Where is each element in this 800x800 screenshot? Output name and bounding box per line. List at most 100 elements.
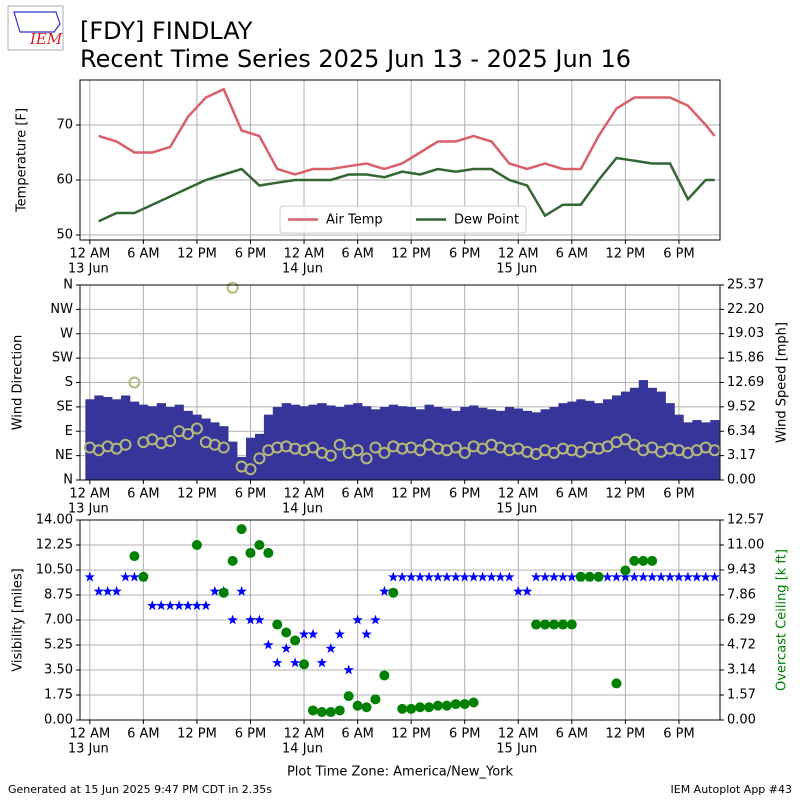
x-date-label: 13 Jun (68, 502, 109, 517)
y2-tick-label: 6.34 (727, 424, 756, 439)
bar (147, 406, 158, 480)
bar (129, 401, 140, 480)
point (209, 585, 220, 596)
point (361, 628, 372, 639)
y-tick-label: W (60, 326, 73, 341)
bar (290, 404, 300, 480)
y2-axis-label: Overcast Ceiling [k ft] (775, 549, 790, 691)
point (147, 600, 158, 611)
point (700, 571, 711, 582)
x-tick-label: 12 PM (177, 247, 217, 262)
point (638, 555, 649, 566)
panel: 12 AM 6 AM 12 PM 6 PM 12 AM 6 AM 12 PM 6 PM 12 A… (11, 278, 790, 517)
point (164, 435, 177, 447)
point (182, 600, 194, 611)
y-tick-label: 8.75 (44, 588, 73, 603)
point (306, 441, 319, 454)
bar (656, 391, 666, 480)
point (164, 600, 176, 611)
point (316, 657, 328, 668)
point (557, 571, 569, 582)
point (191, 539, 202, 550)
bar (335, 406, 345, 480)
bar (522, 410, 532, 480)
bar (692, 420, 702, 480)
x-tick-label: 12 AM (69, 487, 110, 502)
point (352, 614, 363, 625)
legend-box (279, 205, 527, 234)
point (441, 571, 453, 582)
point (414, 444, 427, 457)
point (593, 571, 604, 582)
marks (98, 87, 716, 223)
plot-frame (79, 519, 721, 721)
bar (594, 403, 604, 480)
bar (487, 409, 497, 480)
point (289, 657, 301, 668)
bar (576, 399, 586, 480)
y-tick-label: S (65, 375, 73, 390)
x-tick-label: 12 PM (177, 727, 217, 742)
panel: 12 AM 6 AM 12 PM 6 PM 12 AM 6 AM 12 PM 6 PM 12 A… (11, 513, 790, 780)
x-tick-label: 6 PM (235, 247, 266, 262)
x-tick-label: 12 AM (284, 487, 325, 502)
point (156, 600, 167, 611)
point (111, 585, 122, 596)
bar (85, 399, 95, 480)
bar (228, 441, 238, 480)
point (619, 433, 632, 446)
point (352, 700, 363, 711)
point (299, 659, 310, 670)
y-tick-label: 60 (56, 172, 73, 187)
point (281, 643, 292, 653)
bar (451, 410, 461, 480)
point (129, 571, 140, 582)
x-tick-label: 6 PM (235, 727, 266, 742)
point (691, 571, 702, 582)
bar (317, 403, 327, 480)
x-tick-label: 6 AM (341, 727, 374, 742)
point (530, 571, 542, 582)
point (361, 702, 372, 713)
x-date-label: 13 Jun (68, 262, 109, 277)
y2-tick-label: 0.00 (727, 473, 756, 488)
point (316, 707, 327, 718)
point (548, 619, 559, 630)
series-line (98, 87, 716, 176)
bar (460, 406, 470, 480)
x-tick-label: 12 AM (498, 727, 539, 742)
point (655, 571, 667, 582)
plot-frame (79, 79, 721, 241)
bar (504, 406, 515, 480)
y2-tick-label: 19.03 (727, 326, 764, 341)
point (129, 551, 140, 562)
x-tick-label: 6 PM (449, 727, 480, 742)
point (531, 619, 542, 630)
point (218, 587, 229, 598)
y-tick-label: NE (55, 448, 73, 463)
bar (620, 391, 631, 480)
point (495, 571, 506, 582)
x-tick-label: 6 AM (556, 727, 589, 742)
bar (94, 395, 104, 480)
logo: IEM (7, 5, 64, 51)
point (424, 702, 435, 713)
x-tick-label: 12 AM (69, 727, 110, 742)
point (236, 524, 247, 535)
y-axis-label: Wind Direction (11, 335, 26, 431)
point (423, 571, 435, 582)
x-date-label: 14 Jun (282, 742, 323, 757)
y-tick-label: NW (50, 302, 73, 317)
bar (531, 412, 541, 480)
point (325, 707, 336, 718)
y2-tick-label: 12.69 (727, 375, 764, 390)
point (263, 547, 274, 558)
bar (174, 404, 184, 480)
y-tick-label: 50 (56, 227, 73, 242)
y2-tick-label: 4.72 (727, 637, 756, 652)
point (629, 555, 640, 566)
point (325, 643, 337, 653)
point (351, 444, 364, 457)
x-tick-label: 6 AM (556, 247, 589, 262)
bar (210, 422, 220, 480)
